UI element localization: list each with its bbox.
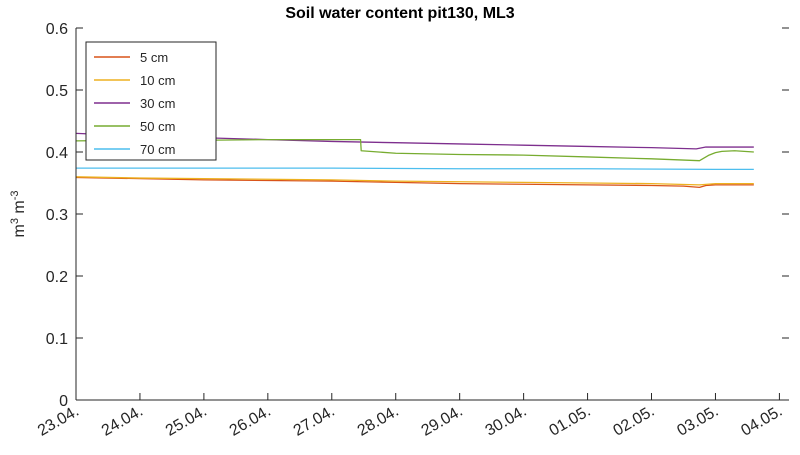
y-ticks: 0 0.1 0.2 0.3 0.4 0.5 0.6 [46, 21, 789, 410]
x-tick-label: 01.05. [547, 403, 594, 440]
legend-items: 5 cm 10 cm 30 cm 50 cm 70 cm [94, 50, 175, 157]
x-tick-label: 02.05. [610, 403, 657, 440]
y-tick-label: 0.4 [46, 145, 68, 162]
y-tick-label: 0.5 [46, 83, 68, 100]
legend-label: 5 cm [140, 50, 168, 65]
chart-title: Soil water content pit130, ML3 [285, 5, 514, 22]
series-line-5-cm [75, 176, 754, 188]
y-label-exp1: 3 [9, 218, 21, 224]
legend: 5 cm 10 cm 30 cm 50 cm 70 cm [85, 41, 217, 161]
y-tick-label: 0.2 [46, 269, 68, 286]
legend-label: 30 cm [140, 96, 175, 111]
legend-label: 70 cm [140, 142, 175, 157]
legend-label: 50 cm [140, 119, 175, 134]
y-axis-label: m3 m-3 [9, 190, 28, 237]
x-tick-label: 28.04. [355, 403, 402, 440]
x-tick-label: 30.04. [483, 403, 530, 440]
y-label-base: m [11, 224, 28, 237]
y-tick-label: 0.3 [46, 207, 68, 224]
x-tick-label: 03.05. [674, 403, 721, 440]
x-tick-label: 04.05. [738, 403, 785, 440]
x-tick-label: 26.04. [227, 403, 274, 440]
x-tick-label: 25.04. [163, 403, 210, 440]
y-label-mid: m [11, 200, 28, 218]
y-tick-label: 0.1 [46, 331, 68, 348]
y-tick-label: 0 [59, 393, 68, 410]
y-label-exp2: -3 [9, 190, 21, 200]
series-line-70-cm [76, 167, 754, 171]
x-tick-label: 27.04. [291, 403, 338, 440]
y-tick-label: 0.6 [46, 21, 68, 38]
legend-box [85, 41, 217, 161]
series-line-50-cm [75, 138, 754, 162]
x-tick-label: 24.04. [99, 403, 146, 440]
x-tick-label: 29.04. [419, 403, 466, 440]
legend-label: 10 cm [140, 73, 175, 88]
series-line-10-cm [75, 176, 754, 186]
